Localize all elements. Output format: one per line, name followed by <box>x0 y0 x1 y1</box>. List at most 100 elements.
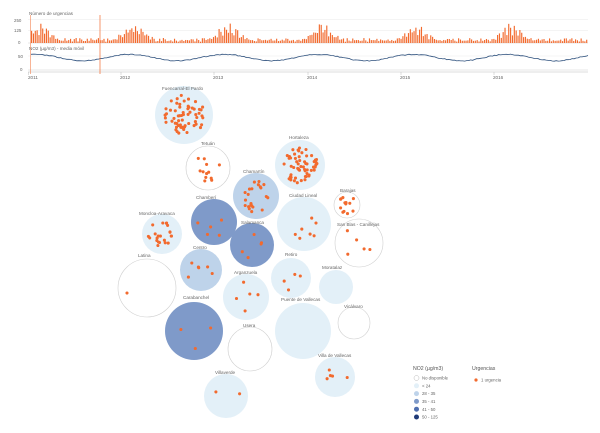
urgencias-bar <box>64 38 66 43</box>
district-bubble[interactable] <box>271 258 311 298</box>
urgencias-bar <box>322 32 324 43</box>
district-villaverde[interactable]: Villaverde <box>204 370 248 418</box>
district-bubble[interactable] <box>142 214 182 254</box>
district-bubble[interactable] <box>227 326 273 372</box>
district-salamanca[interactable]: Salamanca <box>230 220 274 267</box>
urgencia-dot <box>299 179 303 183</box>
urgencia-dot <box>165 221 169 225</box>
district-bubble[interactable] <box>185 145 231 191</box>
urgencias-bar <box>140 28 142 43</box>
district-puente-de-vallecas[interactable]: Puente de Vallecas <box>275 297 331 359</box>
urgencia-dot <box>342 209 346 213</box>
urgencias-bar <box>34 30 36 43</box>
urgencias-bar <box>450 40 452 43</box>
urgencias-bar <box>480 38 482 43</box>
urgencia-dot <box>190 106 194 110</box>
urgencia-dot <box>295 160 299 164</box>
district-fuencarral-el-pardo[interactable]: Fuencarral-El Pardo <box>155 86 213 144</box>
district-ciudad-lineal[interactable]: Ciudad Lineal <box>277 193 331 251</box>
district-villa-de-vallecas[interactable]: Villa de Vallecas <box>315 353 355 397</box>
urgencia-dot <box>200 114 204 118</box>
district-chamberi[interactable]: Chamberí <box>191 195 237 245</box>
urgencia-dot <box>305 171 309 176</box>
district-tetuan[interactable]: Tetuán <box>185 141 231 191</box>
year-2012: 2012 <box>120 75 131 80</box>
urgencia-dot <box>246 192 250 196</box>
urgencia-dot <box>368 247 372 252</box>
urgencia-dot <box>300 227 304 231</box>
urgencia-dot <box>262 183 266 187</box>
district-centro[interactable]: Centro <box>180 245 222 291</box>
urgencias-bar <box>108 40 111 43</box>
district-bubble[interactable] <box>315 357 355 397</box>
urgencia-dot <box>169 234 173 238</box>
urgencias-bar <box>209 38 211 43</box>
urgencias-bar <box>541 39 543 43</box>
urgencias-bar <box>511 35 514 43</box>
urgencias-bar <box>556 40 558 43</box>
district-carabanchel[interactable]: Carabanchel <box>165 295 223 360</box>
district-moncloa-aravaca[interactable]: Moncloa-Aravaca <box>139 211 182 254</box>
district-san-blas-canillejas[interactable]: San Blas - Canillejas <box>334 218 384 268</box>
district-moratalaz[interactable]: Moratalaz <box>319 265 353 304</box>
district-arganzuela[interactable]: Arganzuela <box>223 270 269 320</box>
district-bubble[interactable] <box>275 140 325 190</box>
district-bubble[interactable] <box>319 270 353 304</box>
district-usera[interactable]: Usera <box>227 323 273 372</box>
urgencias-bar <box>107 38 109 43</box>
urgencias-bar <box>372 40 374 43</box>
district-hortaleza[interactable]: Hortaleza <box>275 135 325 190</box>
urgencia-dot <box>247 205 251 209</box>
urgencia-dot <box>330 374 335 378</box>
district-bubble[interactable] <box>233 173 279 219</box>
urgencias-bar <box>175 40 177 43</box>
urgencias-bar <box>205 39 207 43</box>
urgencia-dot <box>156 234 160 238</box>
urgencias-bar <box>424 34 426 43</box>
district-barajas[interactable]: Barajas <box>333 188 361 219</box>
district-bubble[interactable] <box>117 258 177 318</box>
urgencia-dot <box>348 201 352 205</box>
district-chamartin[interactable]: Chamartín <box>233 169 279 219</box>
urgencias-bar <box>233 35 235 43</box>
urgencia-dot <box>314 221 318 225</box>
urgencias-bar <box>554 40 556 43</box>
district-bubble[interactable] <box>180 249 222 291</box>
urgencia-dot <box>293 176 298 180</box>
urgencias-bar <box>242 35 244 43</box>
district-bubble[interactable] <box>275 303 331 359</box>
urgencias-bar <box>485 38 488 43</box>
district-bubble[interactable] <box>277 197 331 251</box>
district-bubble[interactable] <box>230 223 274 267</box>
urgencia-dot <box>296 167 301 171</box>
urgencias-bar <box>58 40 60 43</box>
urgencias-bar <box>264 39 267 43</box>
district-bubble[interactable] <box>204 374 248 418</box>
urgencias-bar <box>248 39 250 43</box>
district-bubble[interactable] <box>223 274 269 320</box>
urgencia-dot <box>198 126 203 130</box>
district-vicalvaro[interactable]: Vicálvaro <box>337 304 371 340</box>
urgencia-dot <box>196 156 200 160</box>
district-bubble[interactable] <box>191 199 237 245</box>
urgencias-bar <box>545 40 547 43</box>
district-label: Retiro <box>285 252 298 257</box>
urgencias-bar <box>526 38 528 43</box>
urgencias-bar <box>237 30 239 43</box>
district-bubble[interactable] <box>165 302 223 360</box>
urgencias-bar <box>133 31 135 43</box>
urgencias-bar <box>303 38 306 43</box>
urgencia-dot <box>164 107 168 111</box>
urgencia-dot <box>192 124 196 128</box>
urgencia-dot <box>339 206 343 210</box>
district-latina[interactable]: Latina <box>117 253 177 318</box>
district-retiro[interactable]: Retiro <box>271 252 311 298</box>
urgencias-bar <box>289 40 291 43</box>
urgencia-dot <box>219 218 224 222</box>
urgencia-dot <box>163 241 167 245</box>
urgencias-bar <box>484 40 486 43</box>
urgencia-dot <box>200 123 204 127</box>
district-bubble[interactable] <box>337 306 371 340</box>
urgencia-dot <box>314 157 319 162</box>
